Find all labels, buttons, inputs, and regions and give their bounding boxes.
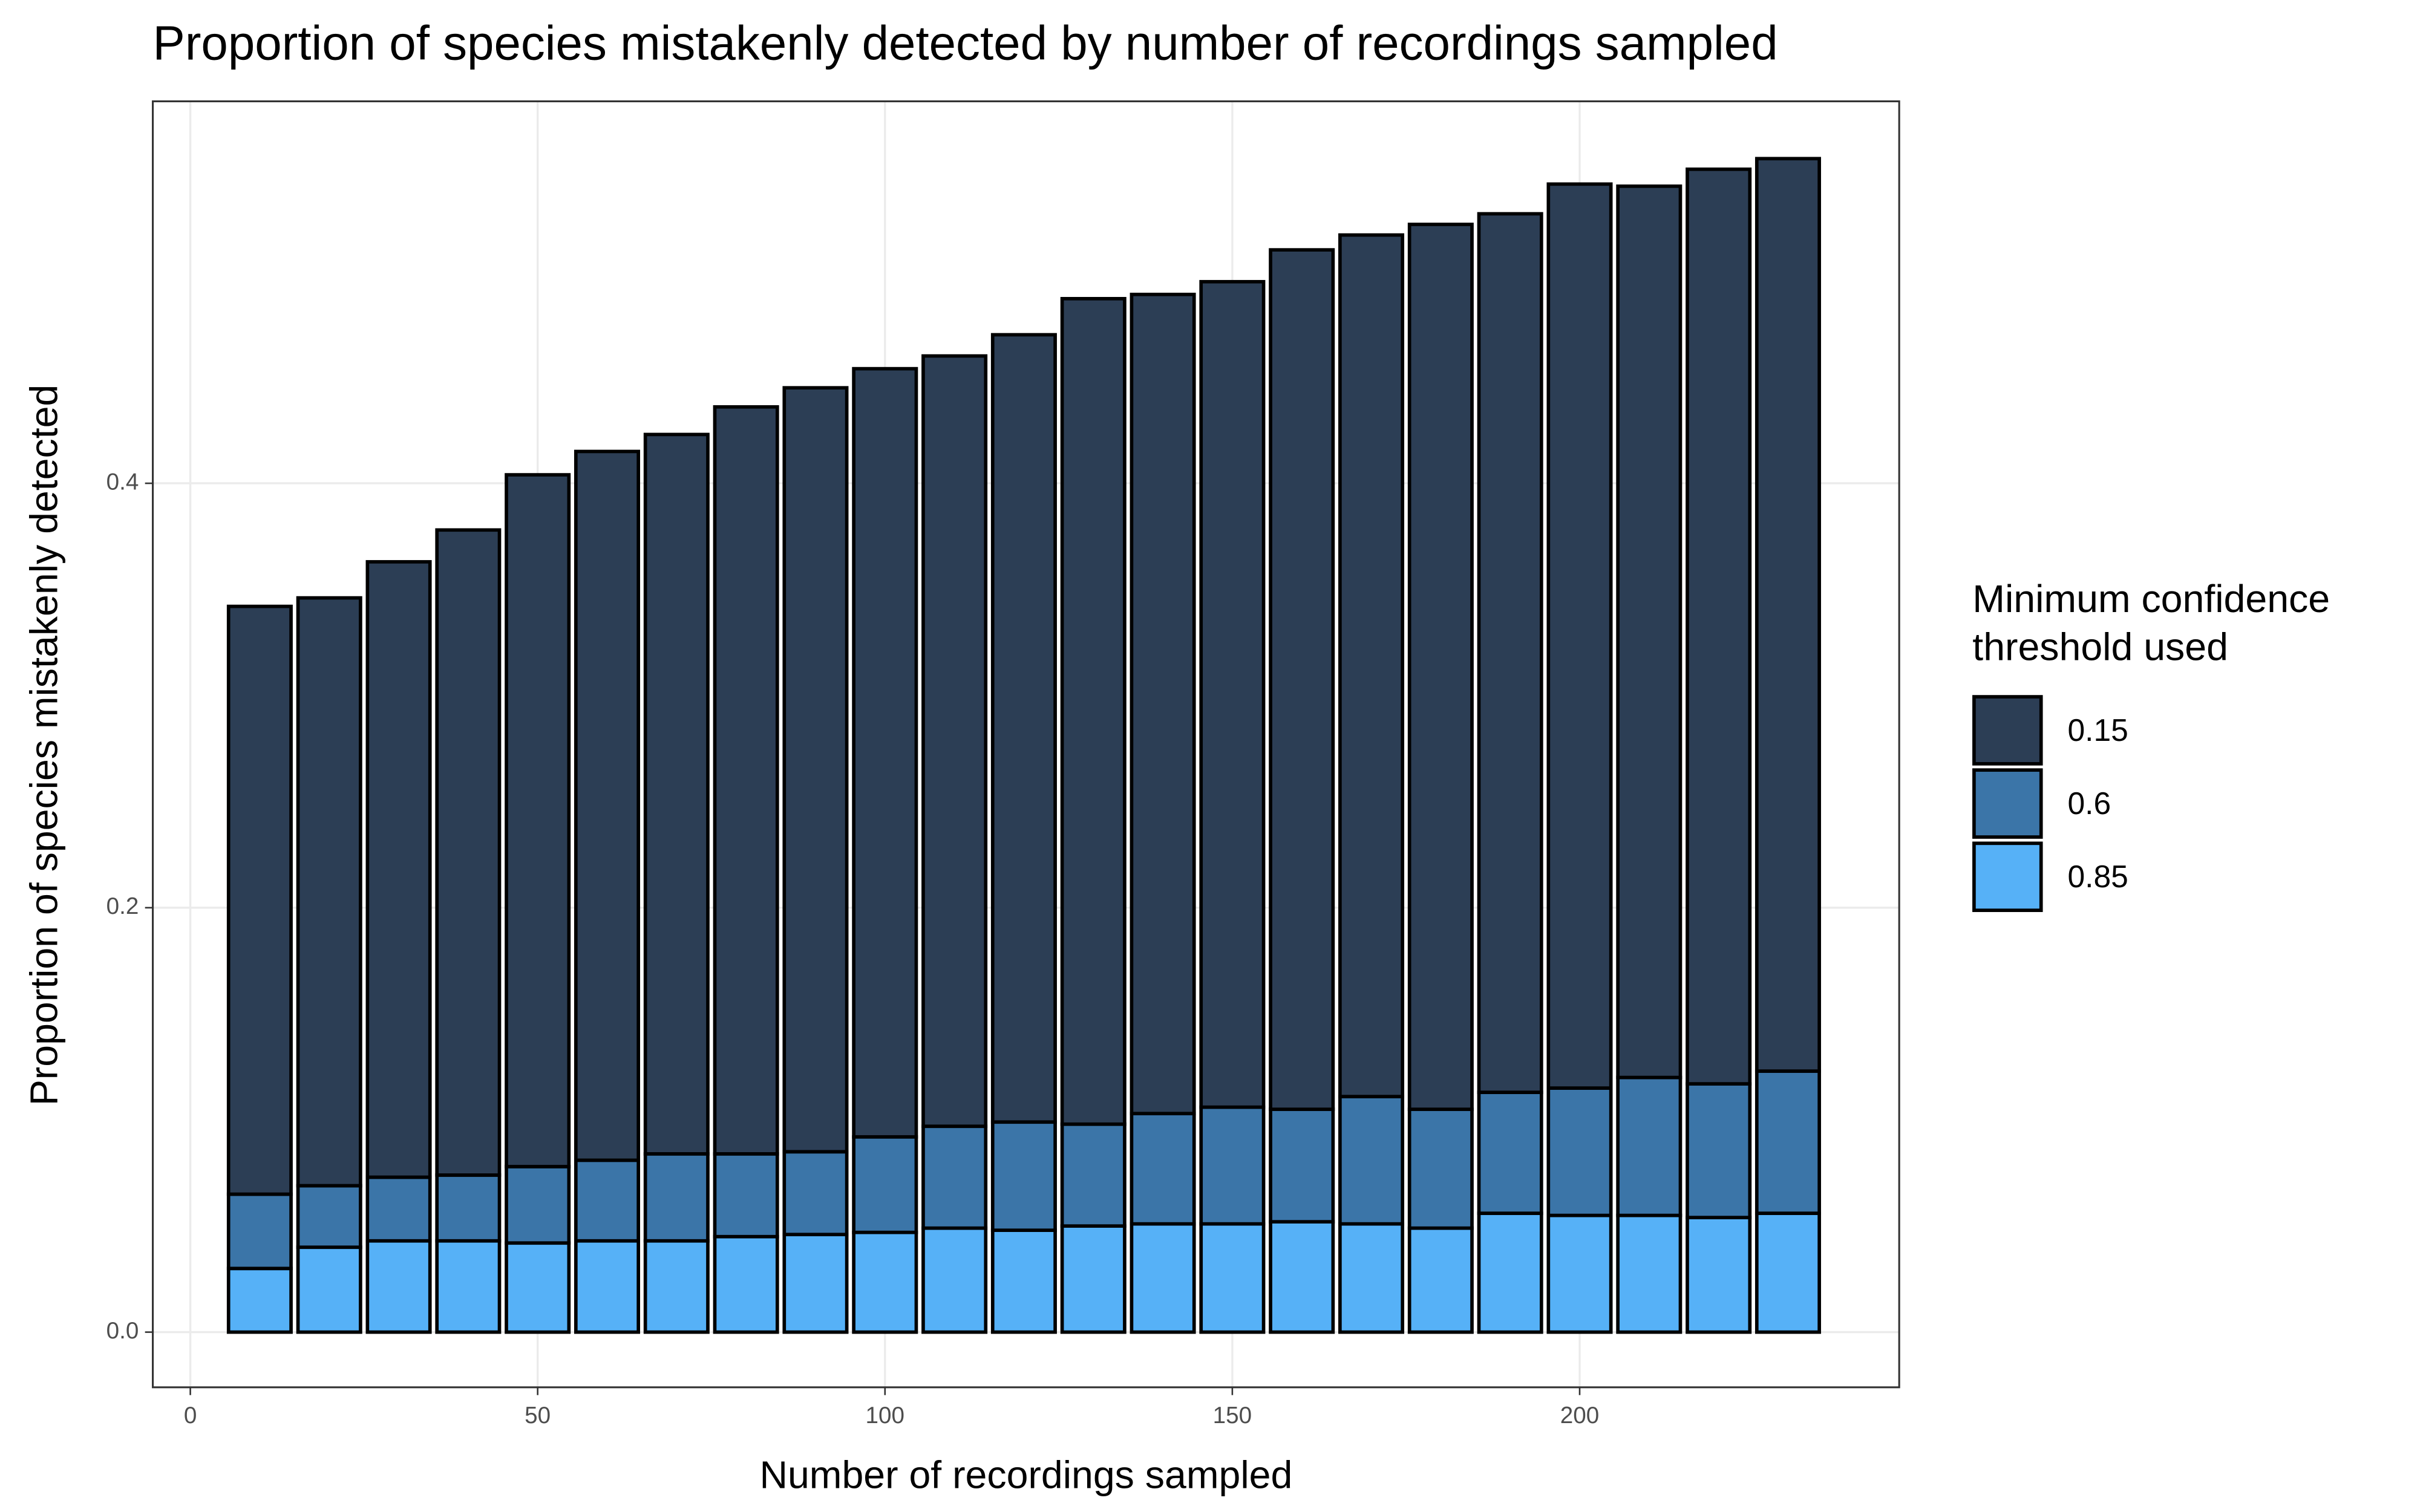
- bar-segment: [990, 333, 1057, 1124]
- bar-segment: [435, 1173, 502, 1243]
- legend-label: 0.85: [2068, 859, 2128, 894]
- bar-segment: [1686, 1216, 1752, 1334]
- bar-segment: [574, 1158, 641, 1243]
- bar-segment: [713, 405, 779, 1156]
- bar-segment: [1477, 1090, 1543, 1215]
- bar-segment: [713, 1152, 779, 1239]
- bar-segment: [296, 1184, 362, 1250]
- legend-key: [1972, 768, 2043, 839]
- bar-segment: [782, 1150, 849, 1237]
- bar-segment: [852, 1135, 918, 1234]
- y-tick-label: 0.0: [106, 1318, 139, 1344]
- bar-segment: [1546, 182, 1613, 1090]
- bar-segment: [365, 1239, 432, 1334]
- y-tick-label: 0.4: [106, 469, 139, 495]
- bar-segment: [435, 1239, 502, 1334]
- x-tick-label: 100: [866, 1403, 904, 1429]
- bar-segment: [1338, 1095, 1405, 1226]
- bar-segment: [365, 560, 432, 1179]
- bar-segment: [1199, 1222, 1266, 1334]
- bar-segment: [226, 604, 293, 1196]
- legend-key: [1972, 695, 2043, 766]
- legend-label: 0.15: [2068, 712, 2128, 748]
- plot-border: [152, 100, 1900, 1389]
- bar-segment: [1199, 1105, 1266, 1226]
- bar-segment: [1407, 1226, 1474, 1334]
- bar-segment: [1130, 1112, 1196, 1226]
- bar-segment: [1754, 1069, 1821, 1215]
- bar-segment: [990, 1228, 1057, 1334]
- x-tick-label: 0: [184, 1403, 197, 1429]
- bar-segment: [574, 1239, 641, 1334]
- bar-segment: [1477, 212, 1543, 1094]
- bar-segment: [1338, 1222, 1405, 1334]
- legend-key: [1972, 841, 2043, 912]
- bar-segment: [921, 1226, 988, 1334]
- bar-segment: [1060, 1224, 1127, 1334]
- bar-segment: [296, 1245, 362, 1334]
- bar-segment: [1199, 279, 1266, 1109]
- bar-segment: [782, 386, 849, 1154]
- bar-segment: [574, 449, 641, 1162]
- bar-segment: [1407, 1107, 1474, 1230]
- bar-segment: [1546, 1213, 1613, 1334]
- bar-segment: [1616, 184, 1683, 1080]
- bar-segment: [643, 1152, 710, 1243]
- bar-segment: [713, 1234, 779, 1334]
- bar-segment: [1616, 1213, 1683, 1334]
- bar-segment: [1269, 248, 1335, 1112]
- y-axis-label: Proportion of species mistakenly detecte…: [22, 385, 65, 1106]
- x-tick-label: 150: [1213, 1403, 1252, 1429]
- bar-segment: [296, 596, 362, 1188]
- y-tick-label: 0.2: [106, 893, 139, 919]
- legend-label: 0.6: [2068, 786, 2111, 821]
- bar-segment: [1130, 1222, 1196, 1334]
- bar-segment: [1269, 1107, 1335, 1224]
- bar-segment: [782, 1233, 849, 1334]
- bar-segment: [435, 528, 502, 1177]
- bar-segment: [921, 354, 988, 1129]
- bar-segment: [643, 432, 710, 1156]
- bar-segment: [1407, 223, 1474, 1112]
- chart-title: Proportion of species mistakenly detecte…: [153, 16, 1778, 70]
- bar-segment: [852, 367, 918, 1139]
- bar-segment: [643, 1239, 710, 1334]
- x-tick-label: 200: [1560, 1403, 1599, 1429]
- bar-segment: [1130, 292, 1196, 1116]
- legend-title: threshold used: [1972, 625, 2228, 669]
- bar-segment: [226, 1266, 293, 1334]
- bar-segment: [1477, 1211, 1543, 1334]
- bar-segment: [226, 1192, 293, 1271]
- bar-segment: [505, 1241, 571, 1334]
- bar-segment: [1338, 233, 1405, 1098]
- bar-segment: [1060, 297, 1127, 1126]
- bar-segment: [1546, 1086, 1613, 1217]
- bar-segment: [505, 1165, 571, 1245]
- bar-segment: [990, 1120, 1057, 1233]
- bar-segment: [1754, 157, 1821, 1073]
- bar-segment: [1686, 1082, 1752, 1219]
- legend-title: Minimum confidence: [1972, 577, 2330, 621]
- bar-segment: [1616, 1075, 1683, 1217]
- bar-segment: [1269, 1220, 1335, 1334]
- bar-segment: [505, 473, 571, 1168]
- bar-segment: [921, 1124, 988, 1230]
- bar-segment: [1754, 1211, 1821, 1334]
- bar-segment: [1686, 167, 1752, 1086]
- bar-segment: [852, 1230, 918, 1334]
- bar-segment: [365, 1175, 432, 1243]
- bar-segment: [1060, 1122, 1127, 1228]
- x-axis-label: Number of recordings sampled: [759, 1453, 1292, 1496]
- x-tick-label: 50: [525, 1403, 551, 1429]
